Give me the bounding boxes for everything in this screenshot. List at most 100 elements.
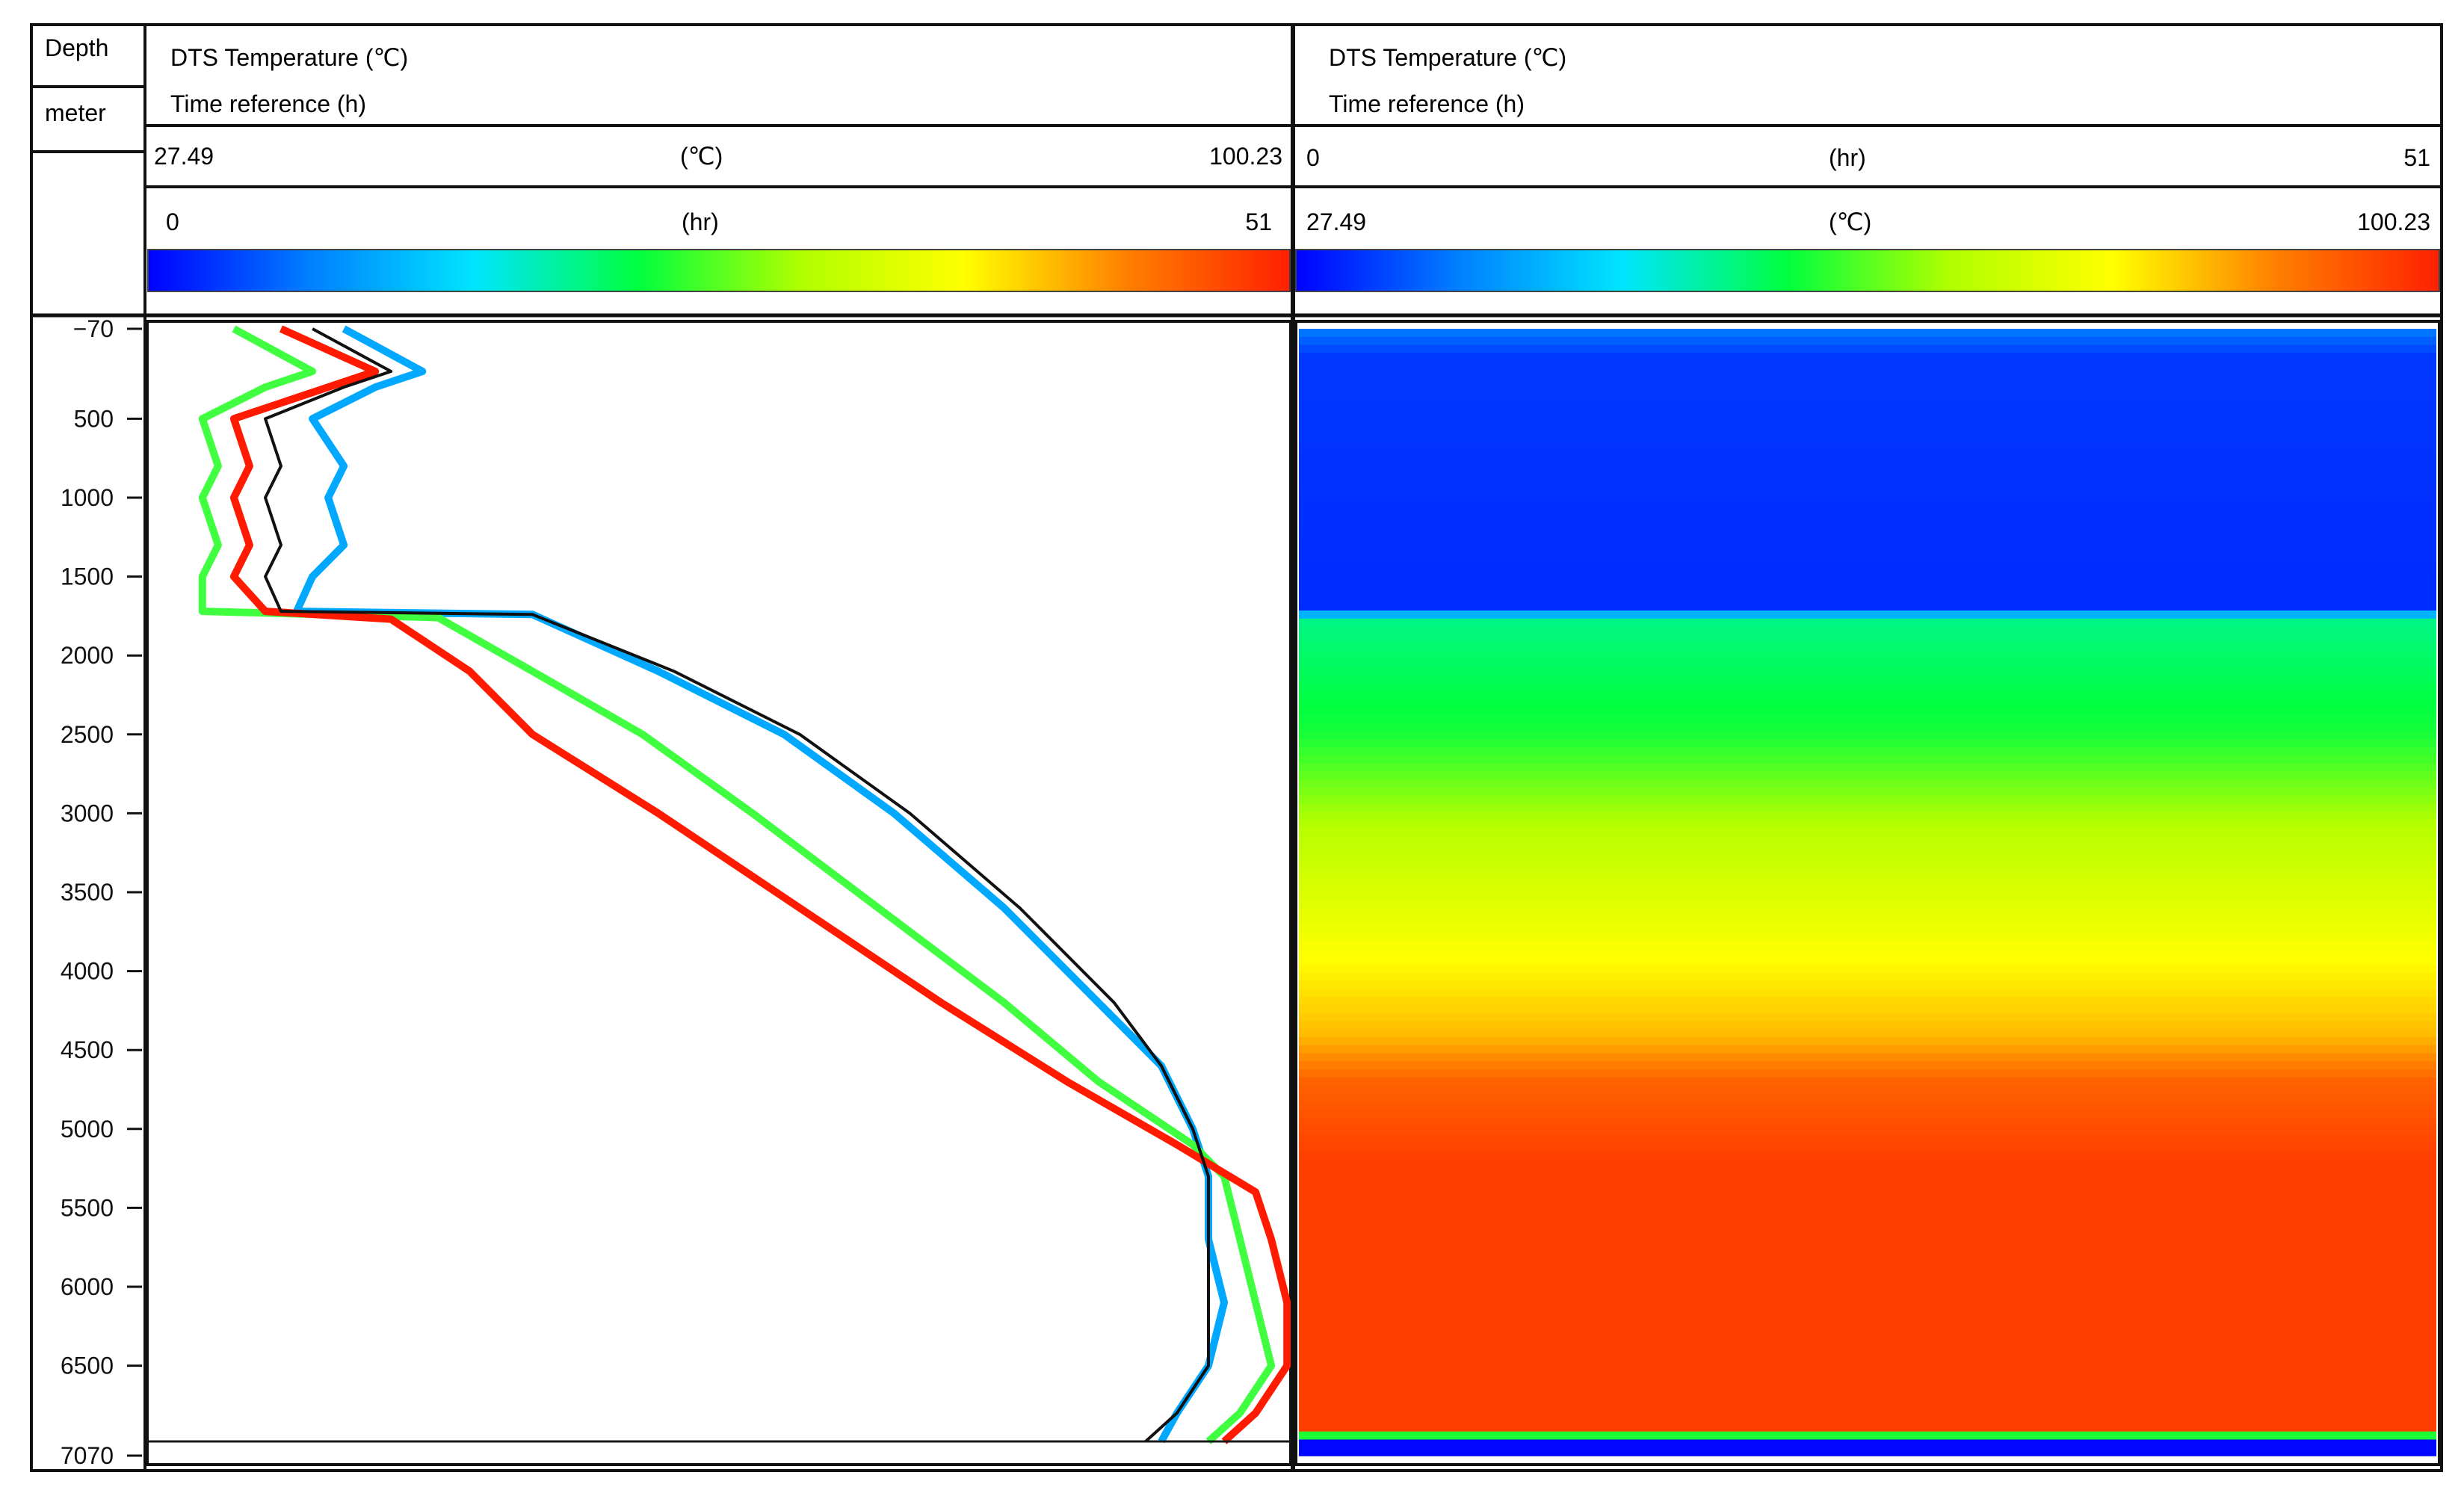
heatmap-band <box>1299 393 2436 402</box>
heatmap-band <box>1299 1391 2436 1400</box>
heatmap-band <box>1299 892 2436 901</box>
heatmap-band <box>1299 570 2436 579</box>
heatmap-band <box>1299 1117 2436 1127</box>
heatmap-band <box>1299 803 2436 813</box>
heatmap-band <box>1299 538 2436 547</box>
left-scale1-max: 100.23 <box>1209 143 1282 170</box>
depth-tick-label: −70 <box>73 315 114 342</box>
profile-series-line <box>264 327 1210 1443</box>
heatmap-band <box>1299 675 2436 684</box>
left-scale1-min: 27.49 <box>154 143 214 170</box>
heatmap-band <box>1299 611 2436 619</box>
heatmap-band <box>1299 1302 2436 1311</box>
heatmap-band <box>1299 795 2436 805</box>
heatmap-band <box>1299 409 2436 418</box>
heatmap-band <box>1299 908 2436 918</box>
heatmap-band <box>1299 1061 2436 1070</box>
depth-tick-label: 6000 <box>61 1273 114 1300</box>
profile-series-line <box>198 325 1276 1444</box>
right-panel-subtitle: Time reference (h) <box>1329 90 1525 117</box>
heatmap-band <box>1299 916 2436 925</box>
heatmap-band <box>1299 932 2436 942</box>
heatmap-band <box>1299 425 2436 434</box>
heatmap-band <box>1299 377 2436 386</box>
heatmap-band <box>1299 1294 2436 1304</box>
heatmap-band <box>1299 980 2436 990</box>
heatmap-band <box>1299 924 2436 933</box>
heatmap-band <box>1299 859 2436 869</box>
depth-unit: meter <box>45 99 106 126</box>
left-plot-area <box>146 320 1292 1466</box>
heatmap-band <box>1299 1383 2436 1392</box>
right-scale1-min: 0 <box>1306 144 1320 171</box>
heatmap-band <box>1299 1077 2436 1086</box>
heatmap-band <box>1299 545 2436 555</box>
heatmap-band <box>1299 336 2436 346</box>
depth-title: Depth <box>45 34 108 61</box>
right-scale1-max: 51 <box>2403 144 2430 171</box>
right-scale2-min: 27.49 <box>1306 208 1366 235</box>
heatmap-band <box>1299 1036 2436 1046</box>
heatmap-band <box>1299 827 2436 837</box>
left-scale2-min: 0 <box>166 208 179 235</box>
heatmap-band <box>1299 1367 2436 1376</box>
heatmap-band <box>1299 1415 2436 1424</box>
heatmap-band <box>1299 1109 2436 1119</box>
heatmap-band <box>1299 1214 2436 1223</box>
heatmap-band <box>1299 554 2436 563</box>
heatmap-band <box>1299 1326 2436 1336</box>
heatmap-band <box>1299 1149 2436 1159</box>
heatmap-band <box>1299 747 2436 756</box>
heatmap-band <box>1299 1206 2436 1215</box>
heatmap-band <box>1299 505 2436 515</box>
heatmap-band <box>1299 1045 2436 1054</box>
heatmap-band <box>1299 368 2436 378</box>
profile-series-line <box>293 325 1228 1444</box>
heatmap-band <box>1299 353 2436 362</box>
depth-axis: −70 500 1000 1500 2000 2500 3000 3500 4000 4500 50… <box>61 315 142 1469</box>
heatmap-band <box>1299 1399 2436 1409</box>
heatmap-band <box>1299 707 2436 716</box>
heatmap-band <box>1299 498 2436 507</box>
heatmap-band <box>1299 594 2436 604</box>
heatmap-band <box>1299 626 2436 636</box>
right-scale1-unit: (hr) <box>1829 144 1866 171</box>
heatmap-band <box>1299 1085 2436 1095</box>
heatmap-band <box>1299 417 2436 427</box>
heatmap-band <box>1299 481 2436 491</box>
heatmap-band <box>1299 650 2436 660</box>
heatmap-band <box>1299 787 2436 797</box>
left-scale1-unit: (℃) <box>680 143 723 170</box>
heatmap-band <box>1299 329 2436 338</box>
heatmap-band <box>1299 1262 2436 1272</box>
heatmap-band <box>1299 835 2436 845</box>
heatmap-band <box>1299 1166 2436 1175</box>
depth-tick-label: 500 <box>74 405 114 432</box>
heatmap-band <box>1299 449 2436 459</box>
heatmap-band <box>1299 1174 2436 1183</box>
heatmap-band <box>1299 586 2436 596</box>
heatmap-band <box>1299 667 2436 676</box>
heatmap-band <box>1299 1311 2436 1320</box>
heatmap-band <box>1299 658 2436 668</box>
depth-tick-label: 6500 <box>61 1353 114 1379</box>
heatmap-band <box>1299 763 2436 773</box>
temperature-heatmap <box>1299 329 2436 1456</box>
heatmap-band <box>1299 948 2436 957</box>
heatmap-band <box>1299 1157 2436 1167</box>
heatmap-band <box>1299 1423 2436 1432</box>
depth-tick-label: 7070 <box>61 1442 114 1469</box>
heatmap-band <box>1299 1069 2436 1078</box>
heatmap-band <box>1299 1230 2436 1239</box>
heatmap-band <box>1299 812 2436 820</box>
heatmap-band <box>1299 868 2436 877</box>
depth-tick-label: 2000 <box>61 642 114 669</box>
heatmap-band <box>1299 972 2436 982</box>
heatmap-band <box>1299 562 2436 571</box>
heatmap-band <box>1299 634 2436 643</box>
depth-tick-label: 1500 <box>61 563 114 590</box>
heatmap-band <box>1299 964 2436 974</box>
heatmap-band <box>1299 1270 2436 1279</box>
left-panel-title: DTS Temperature (℃) <box>170 44 408 71</box>
